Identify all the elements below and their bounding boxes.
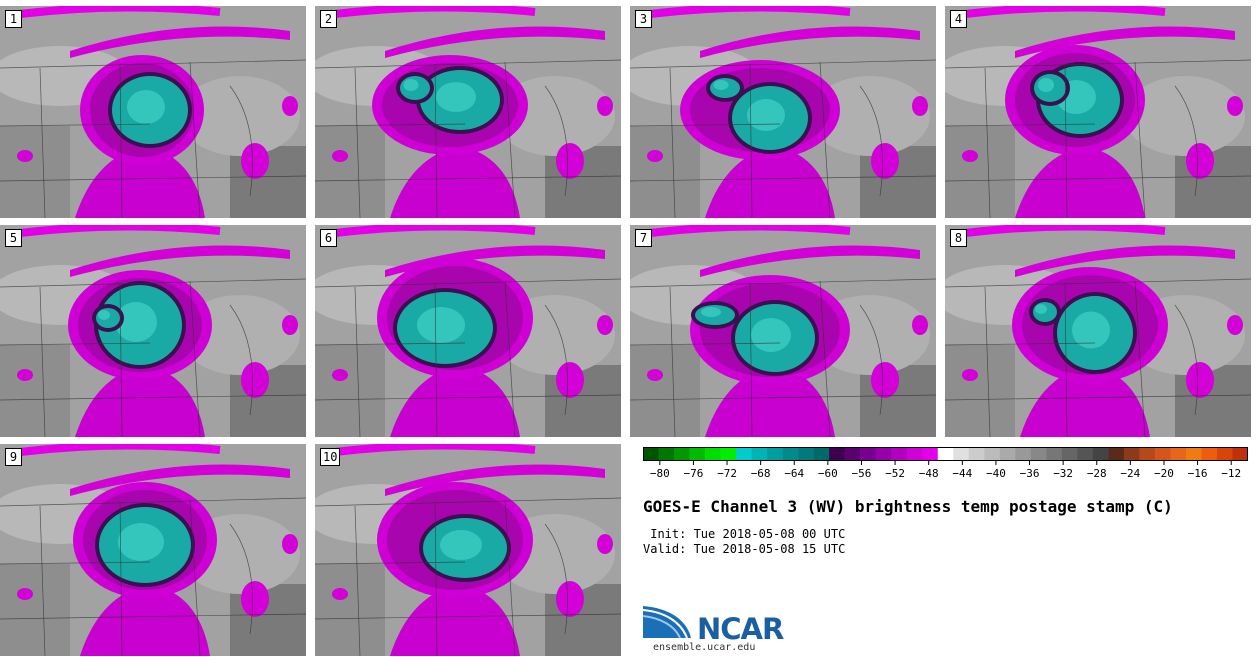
colorbar-swatch: [1015, 447, 1032, 461]
colorbar-swatch: [844, 447, 861, 461]
colorbar-tick-label: −56: [852, 467, 872, 480]
colorbar-swatch: [1139, 447, 1156, 461]
colorbar-swatch: [999, 447, 1016, 461]
member-label: 1: [5, 10, 22, 28]
logo-url: ensemble.ucar.edu: [653, 642, 756, 653]
colorbar-swatch: [767, 447, 783, 461]
colorbar-swatch: [1185, 447, 1202, 461]
colorbar-swatch: [689, 447, 706, 461]
colorbar-swatch: [968, 447, 985, 461]
colorbar-tick-label: −36: [1020, 467, 1040, 480]
colorbar-tick-label: −32: [1053, 467, 1073, 480]
colorbar-swatch: [1092, 447, 1109, 461]
colorbar-swatch: [1123, 447, 1140, 461]
colorbar-tick-label: −40: [986, 467, 1006, 480]
colorbar: −80 −76 −72 −68 −64 −60 −56 −52 −48 −44 −40 −36 −32 −…: [643, 447, 1248, 480]
colorbar-swatch: [813, 447, 830, 461]
colorbar-swatch: [922, 447, 939, 461]
colorbar-swatch: [1170, 447, 1187, 461]
valid-time: Valid: Tue 2018-05-08 15 UTC: [643, 542, 846, 556]
colorbar-tick-label: −28: [1087, 467, 1107, 480]
colorbar-swatch: [953, 447, 970, 461]
member-stamp: 5: [0, 225, 306, 437]
colorbar-tick-label: −64: [784, 467, 804, 480]
init-time: Init: Tue 2018-05-08 00 UTC: [643, 527, 846, 541]
colorbar-swatch: [736, 447, 752, 461]
member-stamp: 1: [0, 6, 306, 218]
colorbar-swatch: [984, 447, 1001, 461]
colorbar-swatch: [705, 447, 721, 461]
colorbar-swatch: [1108, 447, 1125, 461]
colorbar-swatch: [720, 447, 737, 461]
colorbar-swatch: [1077, 447, 1094, 461]
colorbar-swatch: [875, 447, 892, 461]
member-label: 7: [635, 229, 652, 247]
colorbar-swatch: [782, 447, 799, 461]
member-stamp: 8: [945, 225, 1251, 437]
member-label: 9: [5, 448, 22, 466]
colorbar-tick-label: −24: [1120, 467, 1140, 480]
colorbar-tick-label: −48: [919, 467, 939, 480]
colorbar-tick-label: −20: [1154, 467, 1174, 480]
colorbar-tick-label: −44: [952, 467, 972, 480]
colorbar-swatch: [829, 447, 845, 461]
colorbar-swatch: [658, 447, 675, 461]
colorbar-swatch: [751, 447, 768, 461]
colorbar-swatch: [1046, 447, 1063, 461]
colorbar-swatch: [1201, 447, 1218, 461]
ncar-logo-text: NCAR: [697, 612, 784, 646]
member-label: 8: [950, 229, 967, 247]
member-stamp: 3: [630, 6, 936, 218]
colorbar-tick-label: −52: [885, 467, 905, 480]
member-label: 3: [635, 10, 652, 28]
colorbar-swatch: [891, 447, 908, 461]
colorbar-swatch: [1061, 447, 1078, 461]
colorbar-swatch: [1154, 447, 1171, 461]
colorbar-tick-label: −12: [1221, 467, 1241, 480]
colorbar-swatch: [1216, 447, 1233, 461]
member-label: 4: [950, 10, 967, 28]
member-label: 10: [320, 448, 341, 466]
colorbar-swatch: [906, 447, 923, 461]
member-label: 6: [320, 229, 337, 247]
ncar-logo-icon: [643, 606, 691, 639]
member-stamp: 6: [315, 225, 621, 437]
colorbar-swatch: [1030, 447, 1047, 461]
colorbar-tick-label: −16: [1188, 467, 1208, 480]
colorbar-tick-label: −80: [650, 467, 670, 480]
member-label: 5: [5, 229, 22, 247]
member-stamp: 10: [315, 444, 621, 656]
figure-title: GOES-E Channel 3 (WV) brightness temp po…: [643, 497, 1173, 516]
member-stamp: 2: [315, 6, 621, 218]
colorbar-tick-label: −72: [717, 467, 737, 480]
colorbar-tick-label: −68: [751, 467, 771, 480]
colorbar-swatch: [643, 447, 659, 461]
colorbar-swatch: [674, 447, 690, 461]
member-stamp: 7: [630, 225, 936, 437]
colorbar-swatch: [1232, 447, 1248, 461]
colorbar-swatch: [860, 447, 876, 461]
colorbar-swatch: [937, 447, 954, 461]
colorbar-tick-label: −76: [683, 467, 703, 480]
member-stamp: 4: [945, 6, 1251, 218]
colorbar-tick-label: −60: [818, 467, 838, 480]
member-stamp: 9: [0, 444, 306, 656]
member-label: 2: [320, 10, 337, 28]
colorbar-swatch: [798, 447, 814, 461]
